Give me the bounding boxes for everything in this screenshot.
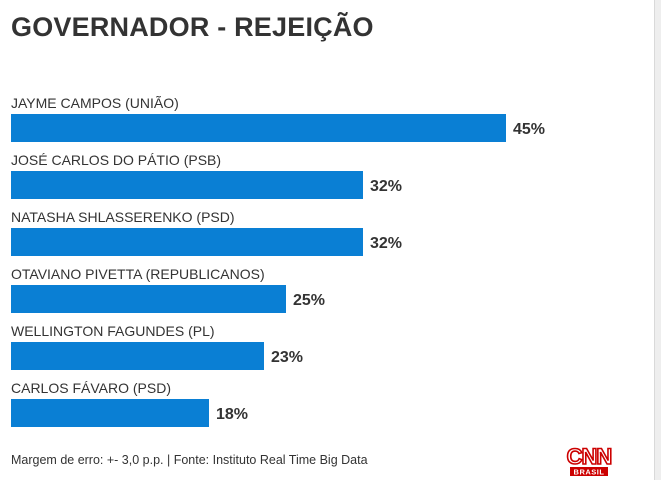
value-label: 32%: [370, 235, 402, 252]
bar: [11, 285, 286, 313]
source-footnote: Margem de erro: +- 3,0 p.p. | Fonte: Ins…: [11, 453, 368, 467]
bar: [11, 342, 264, 370]
value-label: 23%: [271, 349, 303, 366]
bar: [11, 171, 363, 199]
category-label: WELLINGTON FAGUNDES (PL): [11, 323, 215, 339]
category-label: JAYME CAMPOS (UNIÃO): [11, 95, 179, 111]
svg-text:CNN: CNN: [567, 444, 612, 469]
bar: [11, 114, 506, 142]
category-label: OTAVIANO PIVETTA (REPUBLICANOS): [11, 266, 265, 282]
bar-chart: JAYME CAMPOS (UNIÃO) 45% JOSÉ CARLOS DO PÁ…: [11, 95, 545, 427]
chart-title: GOVERNADOR - REJEIÇÃO: [11, 12, 374, 42]
category-label: CARLOS FÁVARO (PSD): [11, 380, 171, 396]
value-label: 25%: [293, 292, 325, 309]
svg-text:BRASIL: BRASIL: [574, 468, 605, 477]
cnn-brasil-logo: CNN BRASIL: [566, 443, 612, 477]
category-label: NATASHA SHLASSERENKO (PSD): [11, 209, 235, 225]
bar: [11, 228, 363, 256]
value-label: 45%: [513, 121, 545, 138]
category-label: JOSÉ CARLOS DO PÁTIO (PSB): [11, 152, 221, 168]
window-edge: [654, 0, 661, 480]
value-label: 32%: [370, 178, 402, 195]
value-label: 18%: [216, 406, 248, 423]
bar: [11, 399, 209, 427]
